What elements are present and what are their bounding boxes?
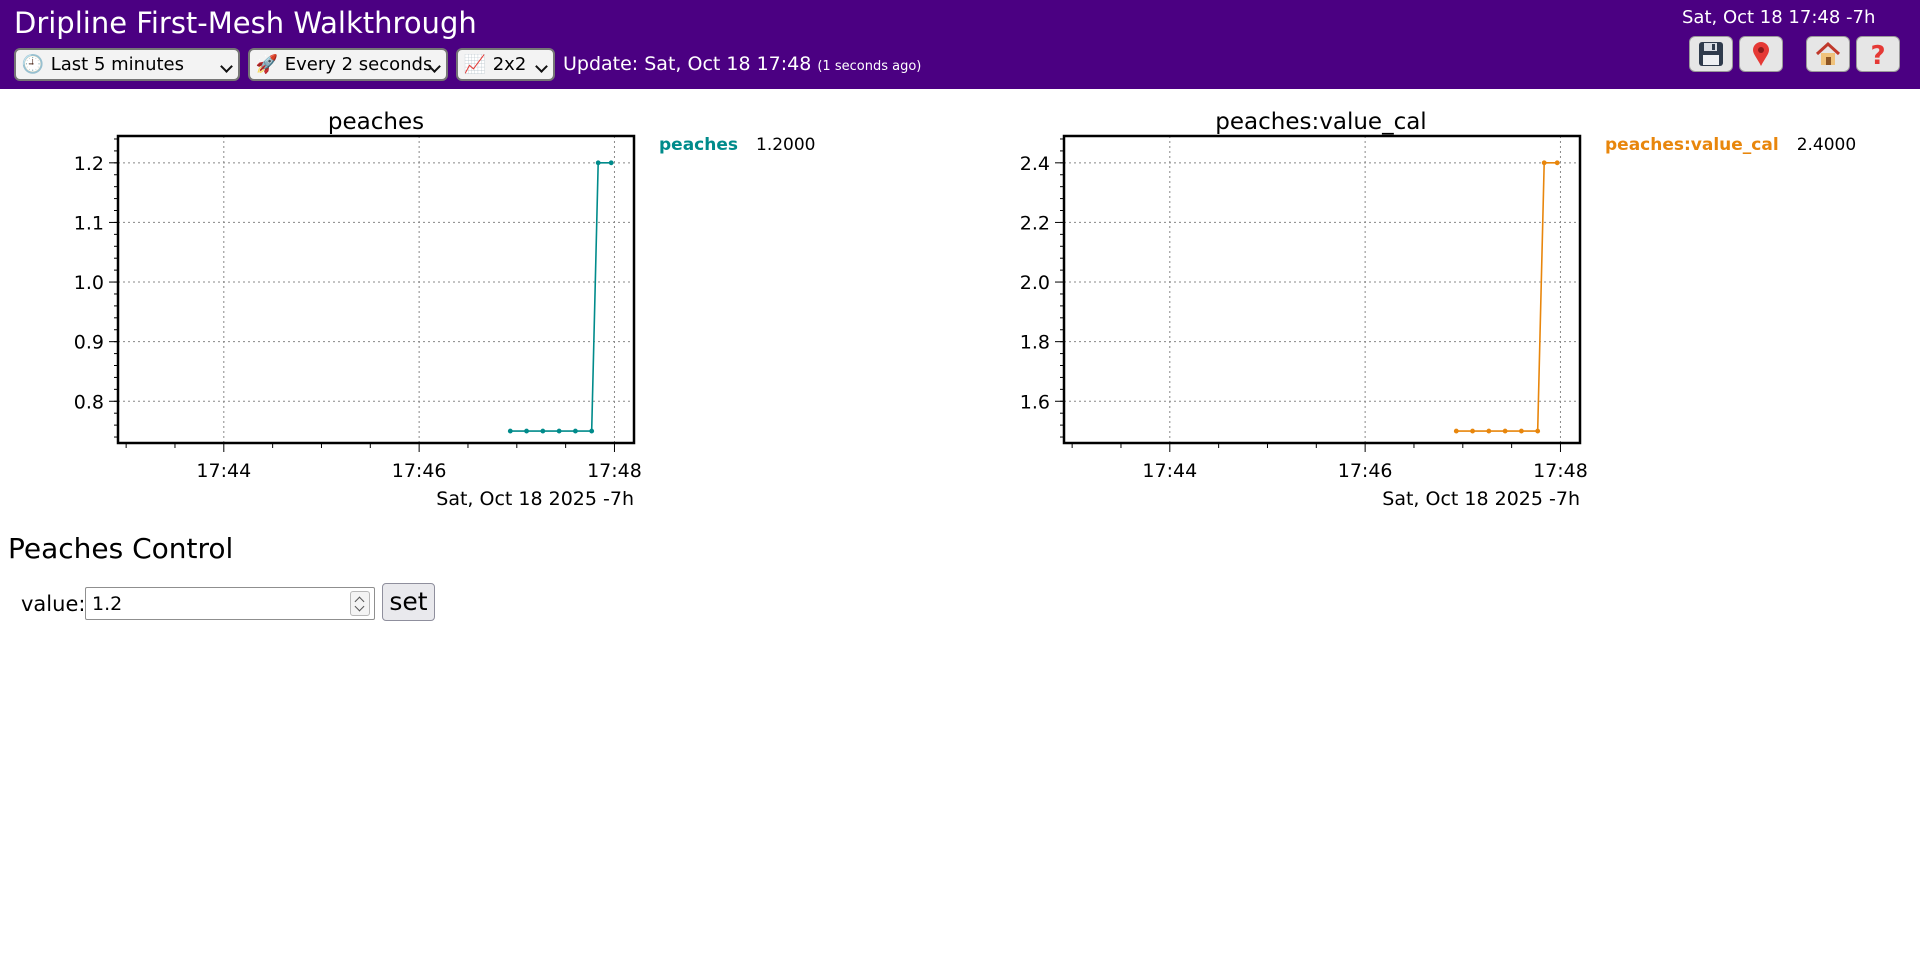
data-point	[608, 160, 614, 166]
chart-legend: peaches 1.2000	[659, 134, 815, 156]
update-status: Update: Sat, Oct 18 17:48 (1 seconds ago)	[563, 52, 921, 79]
data-point	[1502, 428, 1508, 434]
data-point	[556, 428, 562, 434]
chart-title: peaches	[327, 109, 425, 135]
y-tick-label: 2.4	[1020, 153, 1050, 175]
series-line	[510, 162, 612, 432]
y-tick-label: 0.9	[74, 332, 104, 354]
data-point	[540, 428, 546, 434]
x-tick-label: 17:46	[392, 460, 447, 482]
value-stepper[interactable]	[350, 591, 370, 616]
top-bar: Dripline First-Mesh Walkthrough Sat, Oct…	[0, 0, 1920, 89]
series-line	[1456, 162, 1558, 432]
data-point	[589, 428, 595, 434]
y-tick-label: 0.8	[74, 391, 104, 413]
layout-label: 2x2	[492, 54, 527, 75]
data-point	[573, 428, 578, 434]
save-button[interactable]	[1689, 36, 1733, 72]
legend-series-name: peaches:value_cal	[1605, 135, 1779, 155]
data-point	[1486, 428, 1492, 434]
pin-button[interactable]	[1739, 36, 1783, 72]
x-tick-label: 17:46	[1338, 460, 1393, 482]
legend-series-value: 1.2000	[756, 135, 816, 155]
data-point	[524, 428, 529, 434]
data-point	[1453, 428, 1459, 434]
data-point	[1535, 428, 1541, 434]
chart-title: peaches:value_cal	[1215, 109, 1427, 135]
x-tick-label: 17:48	[1533, 460, 1588, 482]
y-tick-label: 2.0	[1020, 272, 1050, 294]
legend-series-name: peaches	[659, 135, 738, 155]
home-icon	[1815, 41, 1841, 65]
data-point	[1541, 160, 1547, 166]
data-point	[1470, 428, 1475, 434]
x-tick-label: 17:44	[196, 460, 251, 482]
value-label: value:	[21, 592, 86, 616]
floppy-disk-icon	[1699, 42, 1723, 66]
peaches-chart: 0.8 0.9 1.0 1.1 1.2 17:44 17:46 17:48 Sat, Oct 1…	[74, 134, 642, 510]
update-ago: (1 seconds ago)	[817, 59, 922, 74]
help-button[interactable]: ?	[1856, 36, 1900, 72]
plot-frame	[1062, 134, 1582, 445]
y-tick-label: 1.1	[74, 212, 104, 234]
update-time: Update: Sat, Oct 18 17:48	[563, 53, 812, 75]
chart-legend: peaches:value_cal 2.4000	[1605, 134, 1856, 156]
clock-icon: 🕘	[21, 54, 45, 75]
data-point	[507, 428, 513, 434]
x-tick-label: 17:48	[587, 460, 642, 482]
data-point	[1554, 160, 1560, 166]
pin-icon	[1753, 42, 1769, 66]
rocket-icon: 🚀	[255, 54, 279, 75]
chevron-down-icon	[354, 601, 365, 612]
y-tick-label: 1.2	[74, 153, 104, 175]
y-tick-label: 2.2	[1020, 212, 1050, 234]
chart-icon: 📈	[463, 54, 487, 75]
svg-text:?: ?	[1870, 41, 1885, 68]
app-title: Dripline First-Mesh Walkthrough	[14, 6, 477, 40]
refresh-rate-select[interactable]: 🚀 Every 2 seconds	[248, 48, 448, 81]
value-input[interactable]	[85, 587, 375, 620]
peaches-value-cal-chart: 1.6 1.8 2.0 2.2 2.4 17:44 17:46 17:48 Sat, Oct 1…	[1020, 134, 1588, 510]
header-clock: Sat, Oct 18 17:48 -7h	[1682, 7, 1876, 28]
refresh-rate-label: Every 2 seconds	[284, 54, 433, 75]
y-tick-label: 1.6	[1020, 391, 1050, 413]
data-point	[595, 160, 601, 166]
set-button[interactable]: set	[382, 583, 435, 621]
x-axis-label: Sat, Oct 18 2025 -7h	[1382, 488, 1580, 510]
y-tick-label: 1.8	[1020, 332, 1050, 354]
layout-select[interactable]: 📈 2x2	[456, 48, 555, 81]
time-range-select[interactable]: 🕘 Last 5 minutes	[14, 48, 240, 81]
x-axis-label: Sat, Oct 18 2025 -7h	[436, 488, 634, 510]
y-tick-label: 1.0	[74, 272, 104, 294]
time-range-label: Last 5 minutes	[50, 54, 184, 75]
home-button[interactable]	[1806, 36, 1850, 72]
legend-series-value: 2.4000	[1796, 135, 1857, 155]
question-mark-icon: ?	[1870, 41, 1885, 68]
data-point	[1519, 428, 1524, 434]
plot-frame	[116, 134, 636, 445]
x-tick-label: 17:44	[1142, 460, 1197, 482]
control-panel-title: Peaches Control	[8, 532, 234, 565]
